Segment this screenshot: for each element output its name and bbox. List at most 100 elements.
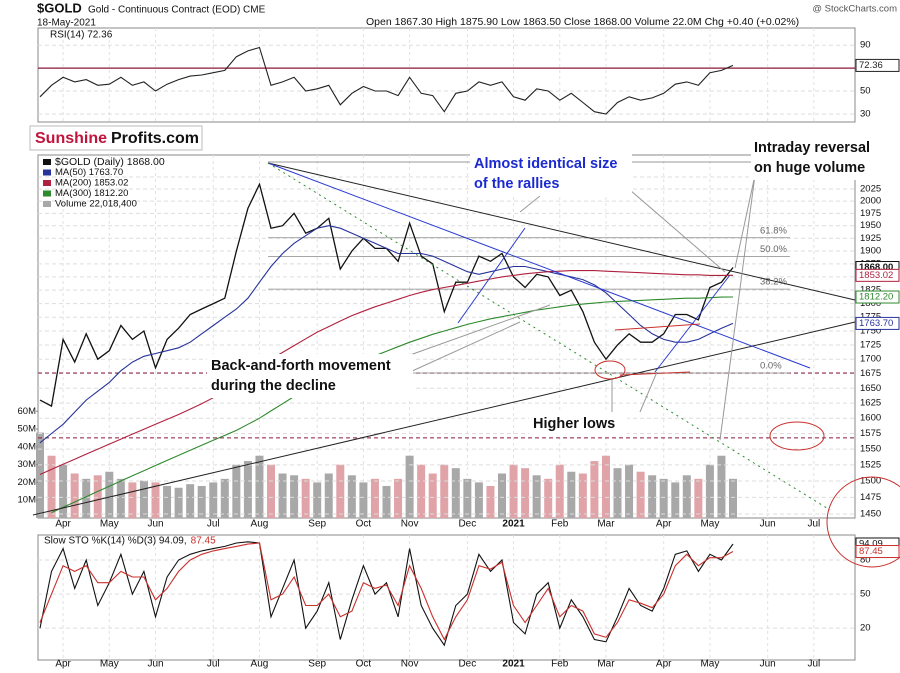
y2-tick-label: 20M	[18, 477, 37, 488]
arrow	[639, 371, 658, 413]
y-tick-label: 1475	[860, 492, 881, 503]
series-line	[39, 542, 734, 641]
x-tick-label: Apr	[55, 519, 71, 530]
x-tick-label: Jun	[760, 519, 776, 530]
volume-bar	[405, 455, 414, 518]
volume-bar	[705, 464, 714, 518]
x-tick-label: May	[100, 659, 119, 670]
arrow	[409, 321, 521, 373]
x-tick-label: Sep	[308, 519, 326, 530]
x-tick-label: Jun	[147, 659, 163, 670]
volume-bar	[486, 485, 495, 518]
volume-bar	[451, 468, 460, 518]
value-box-label: 72.36	[859, 60, 883, 71]
annotation: of the rallies	[474, 176, 559, 192]
volume-bar	[613, 468, 622, 518]
x-tick-label: Mar	[597, 519, 615, 530]
volume-bar	[47, 455, 56, 518]
arrow	[734, 174, 756, 269]
volume-bar	[578, 473, 587, 518]
legend-label: Volume 22,018,400	[55, 199, 137, 210]
x-tick-label: Dec	[458, 519, 476, 530]
volume-bar	[544, 478, 553, 518]
y-tick-label: 1575	[860, 428, 881, 439]
value-box-label: 1853.02	[859, 270, 893, 281]
x-tick-label: Sep	[308, 659, 326, 670]
volume-bar	[209, 482, 218, 518]
annotation: during the decline	[211, 378, 336, 394]
annotation: Back-and-forth movement	[211, 358, 391, 374]
annotation: on huge volume	[754, 160, 865, 176]
volume-bar	[625, 464, 634, 518]
volume-bar	[301, 478, 310, 518]
volume-bar	[370, 478, 379, 518]
annotation-box	[470, 152, 632, 196]
volume-bar	[648, 475, 657, 518]
x-tick-label: Jul	[807, 659, 820, 670]
value-box	[855, 58, 900, 72]
legend-label: $GOLD (Daily) 1868.00	[55, 156, 165, 168]
volume-bar	[313, 482, 322, 518]
legend-swatch	[43, 169, 51, 176]
volume-bar	[116, 478, 125, 518]
volume-bar	[267, 464, 275, 518]
sto-title: Slow STO %K(14) %D(3) 94.09,	[44, 536, 187, 547]
sto-frame	[37, 534, 856, 661]
y-tick-label: 1525	[860, 459, 881, 470]
annotation-box	[207, 354, 413, 398]
quote: Open 1867.30 High 1875.90 Low 1863.50 Cl…	[366, 16, 799, 28]
volume-bar	[659, 478, 668, 518]
y-tick-label: 1725	[860, 340, 881, 351]
y-tick-label: 1950	[860, 220, 881, 231]
y-tick-label: 2000	[860, 196, 881, 207]
volume-bar	[509, 464, 518, 518]
volume-bar	[105, 471, 114, 518]
y-tick-label: 1825	[860, 285, 881, 296]
series-line	[51, 296, 734, 514]
logo-text: Profits.com	[111, 130, 199, 147]
x-tick-label: Aug	[251, 659, 269, 670]
symbol: $GOLD	[37, 0, 82, 15]
legend-label: MA(50) 1763.70	[55, 167, 123, 178]
volume-bar	[521, 468, 530, 518]
value-box	[855, 545, 900, 559]
series-line	[39, 270, 734, 476]
volume-bar	[36, 432, 44, 518]
annotation: Almost identical size	[474, 156, 617, 172]
volume-bar	[347, 475, 356, 518]
volume-bar	[82, 478, 91, 518]
rsi-title: RSI(14) 72.36	[50, 30, 113, 41]
x-tick-label: May	[100, 519, 119, 530]
annotation: Higher lows	[533, 416, 615, 432]
volume-bar	[382, 485, 391, 518]
x-tick-label: Jul	[207, 659, 220, 670]
rally-line	[619, 371, 691, 376]
y2-tick-label: 10M	[18, 495, 37, 506]
volume-bar	[70, 473, 79, 518]
legend-label: MA(300) 1812.20	[55, 188, 128, 199]
value-box-label: 1868.00	[859, 262, 893, 273]
volume-bar	[474, 482, 483, 518]
y-tick-label: 2025	[860, 184, 881, 195]
volume-bar	[324, 473, 333, 518]
annotation-box	[529, 412, 627, 436]
y-tick-label: 1800	[860, 298, 881, 309]
sto-title-value: 87.45	[191, 536, 216, 547]
volume-bar	[336, 464, 345, 518]
fib-label: 50.0%	[760, 244, 787, 255]
series-line	[39, 225, 734, 444]
legend-swatch	[43, 159, 51, 165]
y-tick-label: 1925	[860, 233, 881, 244]
circle	[594, 360, 626, 380]
series-line	[39, 46, 734, 115]
credit: @ StockCharts.com	[812, 4, 897, 15]
x-tick-label: Dec	[458, 659, 476, 670]
y2-tick-label: 60M	[18, 406, 37, 417]
trend-line	[32, 321, 856, 516]
x-tick-label: May	[700, 519, 719, 530]
y2-tick-label: 30M	[18, 459, 37, 470]
x-tick-label: Aug	[251, 519, 269, 530]
y2-tick-label: 50M	[18, 424, 37, 435]
y-tick-label: 1600	[860, 413, 881, 424]
